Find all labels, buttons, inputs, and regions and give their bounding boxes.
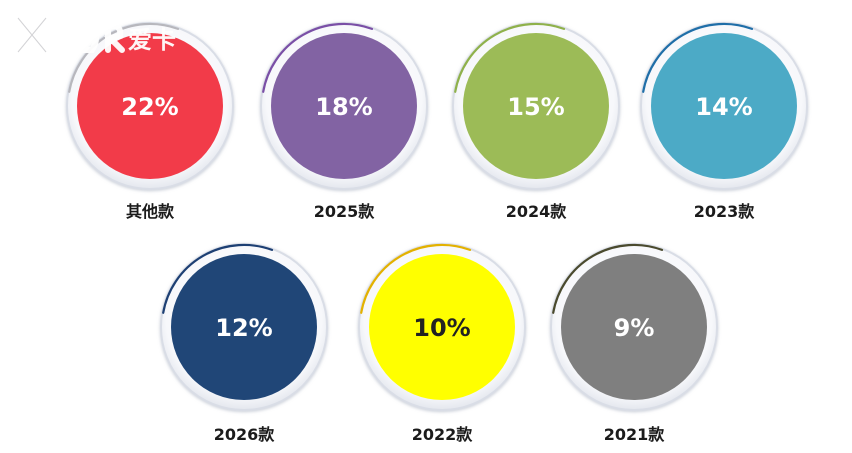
badge-accent-arc bbox=[162, 243, 274, 314]
category-label: 2025款 bbox=[314, 202, 376, 221]
badge-4: 12% 2026款 bbox=[160, 243, 328, 444]
value-label: 18% bbox=[315, 93, 372, 121]
category-label: 其他款 bbox=[126, 202, 175, 221]
badge-2: 15% 2024款 bbox=[452, 22, 620, 221]
badge-5: 10% 2022款 bbox=[358, 243, 526, 444]
badge-accent-arc bbox=[454, 22, 566, 93]
value-disc bbox=[561, 254, 707, 400]
value-label: 15% bbox=[507, 93, 564, 121]
badge-6: 9% 2021款 bbox=[550, 243, 718, 444]
category-label: 2024款 bbox=[506, 202, 568, 221]
badge-accent-arc bbox=[360, 243, 472, 314]
value-label: 9% bbox=[614, 314, 655, 342]
badge-3: 14% 2023款 bbox=[640, 22, 808, 221]
value-label: 14% bbox=[695, 93, 752, 121]
value-label: 12% bbox=[215, 314, 272, 342]
svg-text:爱卡: 爱卡 bbox=[128, 26, 176, 54]
badge-accent-arc bbox=[642, 22, 754, 93]
category-label: 2021款 bbox=[604, 425, 666, 444]
badge-accent-arc bbox=[262, 22, 374, 93]
badge-1: 18% 2025款 bbox=[260, 22, 428, 221]
value-label: 22% bbox=[121, 93, 178, 121]
badge-0: 22% 其他款 bbox=[66, 22, 234, 221]
xcar-logo: 爱卡 bbox=[15, 15, 176, 55]
value-label: 10% bbox=[413, 314, 470, 342]
value-disc bbox=[171, 254, 317, 400]
category-label: 2023款 bbox=[694, 202, 756, 221]
value-disc bbox=[77, 33, 223, 179]
value-disc bbox=[369, 254, 515, 400]
value-disc bbox=[271, 33, 417, 179]
value-disc bbox=[651, 33, 797, 179]
badge-accent-arc bbox=[552, 243, 664, 314]
category-label: 2026款 bbox=[214, 425, 276, 444]
value-disc bbox=[463, 33, 609, 179]
category-label: 2022款 bbox=[412, 425, 474, 444]
